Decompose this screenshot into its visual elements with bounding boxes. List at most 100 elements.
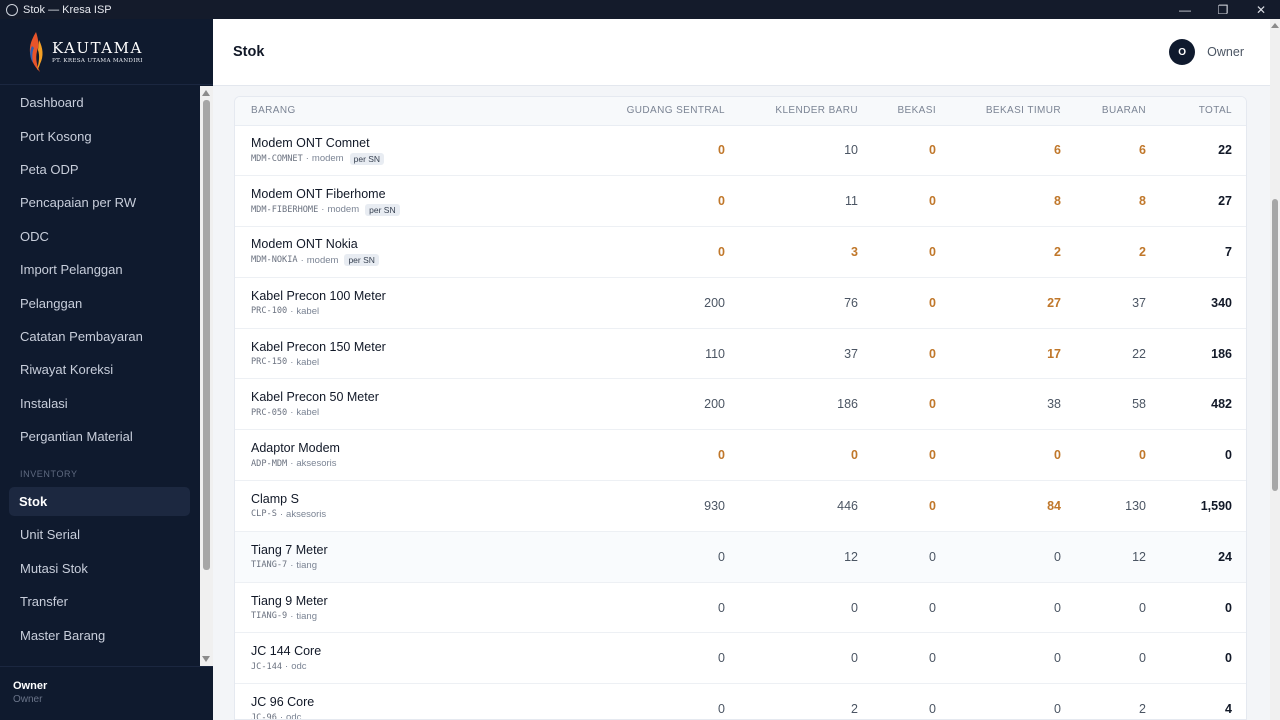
column-header-barang[interactable]: BARANG: [235, 97, 595, 126]
page-header: Stok O Owner: [213, 19, 1270, 86]
sidebar-item-master-barang[interactable]: Master Barang: [20, 627, 106, 643]
column-header-bekasi[interactable]: BEKASI: [874, 97, 952, 126]
cell-bekasi-timur: 0: [1054, 549, 1061, 564]
item-separator: ·: [290, 305, 294, 317]
table-row[interactable]: Adaptor Modem ADP-MDM · aksesoris 0 0 0 0 0 0: [235, 430, 1246, 481]
item-category: tiang: [296, 559, 317, 571]
cell-gudang-sentral: 0: [718, 549, 725, 564]
item-meta: MDM-NOKIA · modem per SN: [251, 254, 595, 267]
item-meta: JC-96 · odc: [251, 712, 595, 719]
close-button[interactable]: ✕: [1255, 2, 1267, 17]
sidebar-item-mutasi-stok[interactable]: Mutasi Stok: [20, 560, 88, 576]
item-category: kabel: [296, 356, 320, 368]
item-code: PRC-150: [251, 357, 288, 368]
sidebar-item-pergantian-material[interactable]: Pergantian Material: [20, 429, 133, 445]
sidebar-item-instalasi[interactable]: Instalasi: [20, 395, 68, 411]
sidebar-item-odc[interactable]: ODC: [20, 228, 49, 244]
cell-bekasi: 0: [929, 295, 936, 310]
table-row[interactable]: Clamp S CLP-S · aksesoris 930 446 0 84 130 1,590: [235, 481, 1246, 532]
item-category: odc: [291, 661, 307, 673]
cell-klender-baru: 12: [844, 549, 858, 564]
sidebar-item-riwayat-koreksi[interactable]: Riwayat Koreksi: [20, 362, 114, 378]
flame-logo-icon: [26, 30, 46, 74]
maximize-button[interactable]: ❐: [1217, 2, 1229, 17]
scroll-down-arrow-icon[interactable]: [202, 656, 210, 662]
sidebar-item-import-pelanggan[interactable]: Import Pelanggan: [20, 262, 123, 278]
cell-klender-baru: 0: [851, 448, 858, 463]
column-header-klender-baru[interactable]: KLENDER BARU: [741, 97, 874, 126]
cell-buaran: 0: [1139, 600, 1146, 615]
sidebar-user[interactable]: Owner Owner: [0, 666, 213, 720]
sidebar: KAUTAMA PT. KRESA UTAMA MANDIRI Dashboar…: [0, 19, 213, 720]
item-separator: ·: [300, 254, 304, 266]
cell-gudang-sentral: 0: [718, 194, 725, 209]
item-separator: ·: [290, 559, 294, 571]
sidebar-scroll-thumb[interactable]: [203, 100, 210, 570]
table-row[interactable]: Tiang 9 Meter TIANG-9 · tiang 0 0 0 0 0 0: [235, 582, 1246, 633]
cell-buaran: 2: [1139, 702, 1146, 717]
table-row[interactable]: JC 96 Core JC-96 · odc 0 2 0 0 2 4: [235, 684, 1246, 719]
cell-bekasi-timur: 17: [1047, 346, 1061, 361]
sidebar-item-port-kosong[interactable]: Port Kosong: [20, 128, 92, 144]
cell-bekasi-timur: 27: [1047, 295, 1061, 310]
cell-buaran: 8: [1139, 194, 1146, 209]
sidebar-item-pencapaian-rw[interactable]: Pencapaian per RW: [20, 195, 137, 211]
table-row[interactable]: Modem ONT Comnet MDM-COMNET · modem per SN 0 1…: [235, 125, 1246, 176]
item-meta: CLP-S · aksesoris: [251, 509, 595, 520]
main-scroll-up-arrow-icon[interactable]: [1271, 23, 1279, 28]
scroll-up-arrow-icon[interactable]: [202, 90, 210, 96]
stock-table: BARANG GUDANG SENTRAL KLENDER BARU BEKAS…: [235, 97, 1246, 719]
cell-klender-baru: 11: [845, 194, 858, 209]
main-scrollbar[interactable]: [1270, 19, 1280, 720]
brand-subtitle: PT. KRESA UTAMA MANDIRI: [52, 58, 143, 64]
table-row[interactable]: Kabel Precon 100 Meter PRC-100 · kabel 200 76…: [235, 277, 1246, 329]
column-header-total[interactable]: TOTAL: [1162, 97, 1246, 126]
minimize-button[interactable]: —: [1179, 2, 1191, 17]
window-controls: — ❐ ✕: [1166, 0, 1280, 19]
cell-barang: Tiang 7 Meter TIANG-7 · tiang: [235, 531, 595, 582]
item-name: JC 96 Core: [251, 695, 315, 710]
table-row[interactable]: Tiang 7 Meter TIANG-7 · tiang 0 12 0 0 12 24: [235, 531, 1246, 583]
cell-klender-baru: 0: [851, 651, 858, 666]
sidebar-item-peta-odp[interactable]: Peta ODP: [20, 161, 79, 177]
brand-logo[interactable]: KAUTAMA PT. KRESA UTAMA MANDIRI: [0, 19, 213, 85]
item-code: TIANG-7: [251, 560, 288, 571]
table-row[interactable]: Modem ONT Fiberhome MDM-FIBERHOME · modem pe…: [235, 176, 1246, 227]
cell-gudang-sentral: 200: [704, 397, 725, 412]
cell-bekasi: 0: [929, 448, 936, 463]
table-row[interactable]: JC 144 Core JC-144 · odc 0 0 0 0 0 0: [235, 633, 1246, 684]
item-meta: ADP-MDM · aksesoris: [251, 458, 595, 469]
cell-total: 0: [1225, 448, 1232, 463]
window-titlebar: Stok — Kresa ISP — ❐ ✕: [0, 0, 1280, 19]
cell-klender-baru: 186: [837, 397, 858, 412]
item-name: Adaptor Modem: [251, 441, 340, 456]
app-globe-icon: [6, 3, 18, 16]
user-menu[interactable]: O Owner: [1169, 39, 1244, 65]
column-header-bekasi-timur[interactable]: BEKASI TIMUR: [952, 97, 1077, 126]
cell-bekasi: 0: [929, 143, 936, 158]
cell-total: 1,590: [1200, 498, 1232, 513]
cell-klender-baru: 2: [851, 702, 858, 717]
avatar: O: [1169, 39, 1196, 65]
sidebar-item-stok[interactable]: Stok: [9, 487, 190, 517]
cell-bekasi-timur: 0: [1054, 600, 1061, 615]
cell-barang: Modem ONT Comnet MDM-COMNET · modem per SN: [235, 125, 595, 176]
sidebar-item-transfer[interactable]: Transfer: [20, 594, 68, 610]
table-row[interactable]: Kabel Precon 150 Meter PRC-150 · kabel 110 37…: [235, 328, 1246, 379]
sidebar-item-catatan-pembayaran[interactable]: Catatan Pembayaran: [20, 328, 143, 344]
item-name: Modem ONT Fiberhome: [251, 186, 386, 201]
sidebar-item-pelanggan[interactable]: Pelanggan: [20, 295, 83, 311]
table-row[interactable]: Modem ONT Nokia MDM-NOKIA · modem per SN 0 3 0 2…: [235, 227, 1246, 278]
column-header-buaran[interactable]: BUARAN: [1077, 97, 1162, 126]
sidebar-scrollbar[interactable]: [200, 86, 213, 666]
main-scroll-thumb[interactable]: [1272, 199, 1278, 491]
cell-total: 22: [1218, 143, 1232, 158]
item-name: Kabel Precon 100 Meter: [251, 288, 386, 303]
sidebar-item-unit-serial[interactable]: Unit Serial: [20, 527, 80, 543]
table-row[interactable]: Kabel Precon 50 Meter PRC-050 · kabel 200 186…: [235, 379, 1246, 430]
item-code: JC-144: [251, 661, 283, 672]
cell-buaran: 0: [1139, 448, 1146, 463]
sidebar-item-dashboard[interactable]: Dashboard: [20, 95, 84, 111]
column-header-gudang-sentral[interactable]: GUDANG SENTRAL: [595, 97, 741, 126]
item-name: JC 144 Core: [251, 644, 322, 659]
